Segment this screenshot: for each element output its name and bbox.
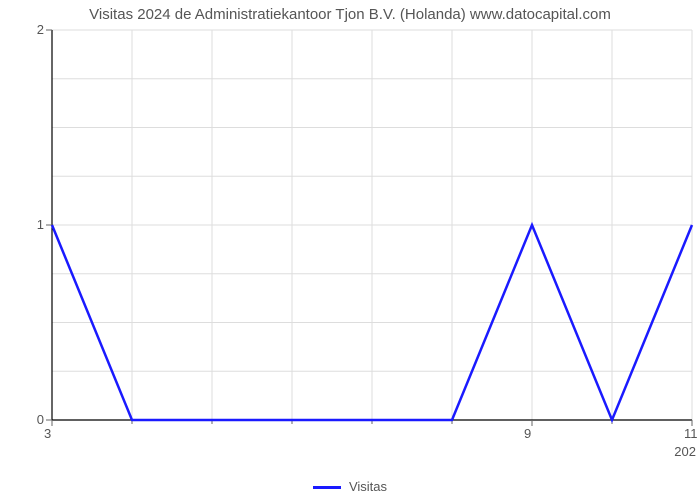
legend-label: Visitas bbox=[349, 479, 387, 494]
y-tick-label: 2 bbox=[14, 22, 44, 37]
x-tick-label: 9 bbox=[524, 426, 531, 441]
y-tick-label: 1 bbox=[14, 217, 44, 232]
chart-title: Visitas 2024 de Administratiekantoor Tjo… bbox=[0, 6, 700, 23]
chart-container: Visitas 2024 de Administratiekantoor Tjo… bbox=[0, 0, 700, 500]
corner-year-label: 202 bbox=[674, 444, 696, 459]
legend-swatch bbox=[313, 486, 341, 489]
legend: Visitas bbox=[0, 479, 700, 494]
plot-area bbox=[52, 30, 692, 420]
x-tick-label: 3 bbox=[44, 426, 51, 441]
y-tick-label: 0 bbox=[14, 412, 44, 427]
chart-svg bbox=[52, 30, 692, 420]
x-tick-label: 11 bbox=[684, 426, 698, 441]
